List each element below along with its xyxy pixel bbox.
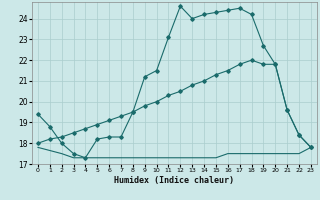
X-axis label: Humidex (Indice chaleur): Humidex (Indice chaleur)	[115, 176, 234, 185]
